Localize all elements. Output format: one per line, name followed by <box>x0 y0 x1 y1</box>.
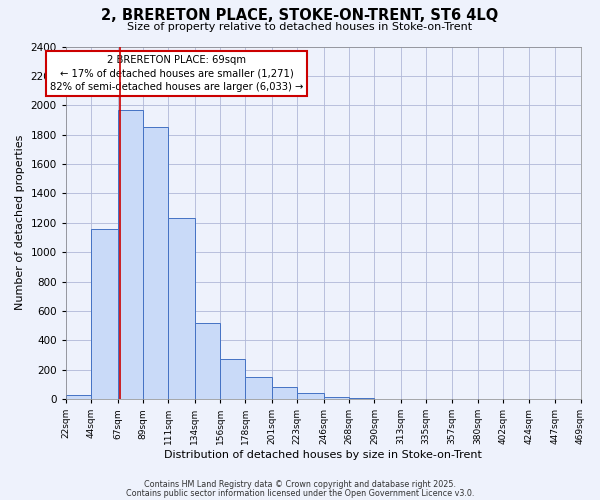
Text: 2 BRERETON PLACE: 69sqm
← 17% of detached houses are smaller (1,271)
82% of semi: 2 BRERETON PLACE: 69sqm ← 17% of detache… <box>50 56 303 92</box>
Bar <box>91 230 118 399</box>
Y-axis label: Number of detached properties: Number of detached properties <box>15 135 25 310</box>
Text: Contains HM Land Registry data © Crown copyright and database right 2025.: Contains HM Land Registry data © Crown c… <box>144 480 456 489</box>
Bar <box>195 322 220 399</box>
Bar <box>118 110 143 399</box>
Bar <box>169 218 195 399</box>
Text: 2, BRERETON PLACE, STOKE-ON-TRENT, ST6 4LQ: 2, BRERETON PLACE, STOKE-ON-TRENT, ST6 4… <box>101 8 499 22</box>
Bar <box>349 398 374 399</box>
Text: Contains public sector information licensed under the Open Government Licence v3: Contains public sector information licen… <box>126 488 474 498</box>
Bar <box>324 398 349 399</box>
Bar <box>143 128 169 399</box>
Text: Size of property relative to detached houses in Stoke-on-Trent: Size of property relative to detached ho… <box>127 22 473 32</box>
Bar <box>66 396 91 399</box>
X-axis label: Distribution of detached houses by size in Stoke-on-Trent: Distribution of detached houses by size … <box>164 450 482 460</box>
Bar <box>297 393 324 399</box>
Bar <box>220 358 245 399</box>
Bar <box>245 377 272 399</box>
Bar <box>272 386 297 399</box>
